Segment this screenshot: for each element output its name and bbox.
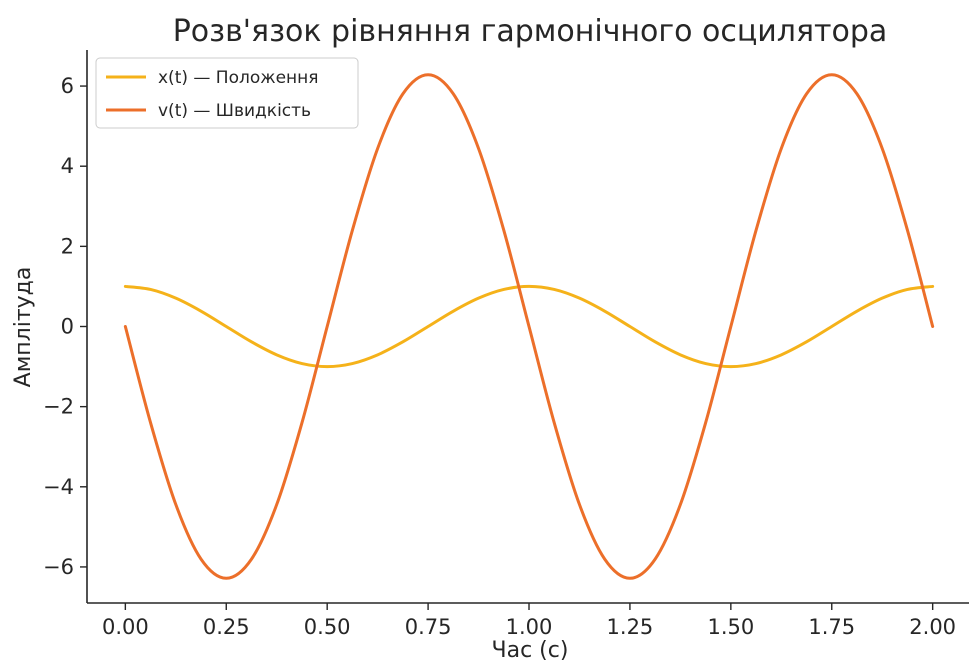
legend-label-velocity: v(t) — Швидкість: [158, 101, 311, 121]
y-tick-label: −2: [43, 395, 74, 419]
y-tick-label: −4: [43, 475, 74, 499]
x-tick-label: 0.00: [102, 615, 149, 639]
x-tick-label: 1.25: [607, 615, 654, 639]
x-axis-ticks: 0.00 0.25 0.50 0.75 1.00 1.25 1.50 1.75 2.00: [102, 603, 956, 639]
y-tick-label: 6: [61, 74, 74, 98]
series-line-velocity: [123, 73, 935, 580]
legend-box: [95, 57, 359, 129]
x-tick-label: 0.75: [405, 615, 452, 639]
x-tick-label: 2.00: [909, 615, 956, 639]
y-tick-label: 4: [61, 154, 74, 178]
chart-title: Розв'язок рівняння гармонічного осцилято…: [173, 14, 888, 49]
y-axis-ticks: −6 −4 −2 0 2 4 6: [43, 74, 87, 579]
x-tick-label: 1.75: [808, 615, 855, 639]
y-axis-label: Амплітуда: [11, 267, 36, 388]
x-tick-label: 0.50: [304, 615, 351, 639]
y-tick-label: 2: [61, 234, 74, 258]
legend: x(t) — Положення v(t) — Швидкість: [95, 57, 359, 129]
x-tick-label: 1.00: [506, 615, 553, 639]
legend-label-position: x(t) — Положення: [158, 68, 318, 88]
y-tick-label: −6: [43, 555, 74, 579]
series-line-position: [123, 284, 935, 369]
x-tick-label: 0.25: [203, 615, 250, 639]
plot-area: [123, 73, 935, 580]
x-axis-label: Час (с): [492, 638, 569, 663]
x-tick-label: 1.50: [707, 615, 754, 639]
y-tick-label: 0: [61, 315, 74, 339]
